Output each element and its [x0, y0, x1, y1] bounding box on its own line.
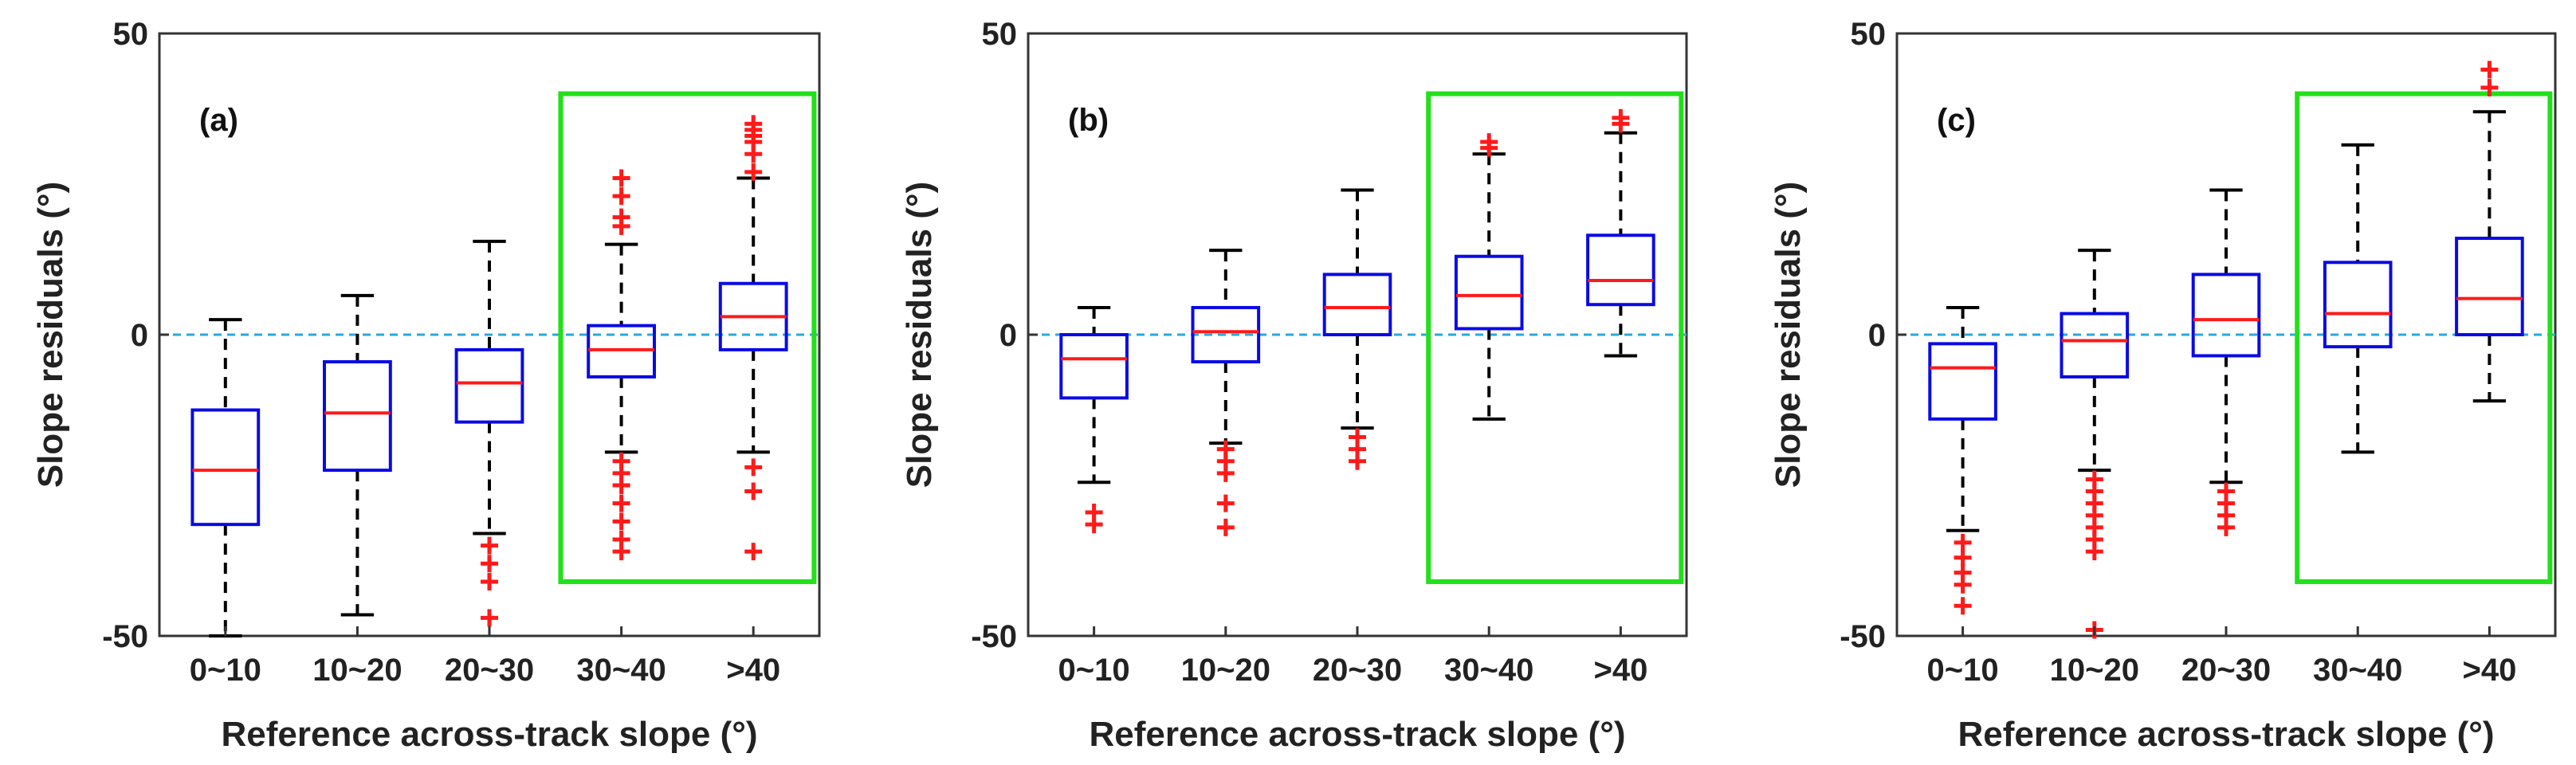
outlier-marker [1216, 464, 1235, 482]
y-axis-title: Slope residuals (°) [31, 182, 70, 488]
y-axis-title: Slope residuals (°) [900, 182, 939, 488]
x-tick-label: 30~40 [2313, 653, 2402, 688]
x-tick-label: 0~10 [1927, 653, 1999, 688]
box-3 [2191, 188, 2261, 536]
box-5 [1586, 108, 1655, 358]
chart-panel-1: -50 0 50 0~10 10~20 20~30 30~40 >40 Reference ac… [31, 17, 821, 754]
outlier-marker [1954, 597, 1972, 615]
x-tick-label: 30~40 [576, 653, 666, 688]
outlier-marker [1349, 452, 1366, 470]
outlier-marker [612, 208, 630, 226]
x-tick-label: 0~10 [1058, 653, 1130, 688]
box-body [1454, 254, 1524, 331]
box-4 [587, 169, 657, 561]
box-body [190, 408, 261, 527]
outlier-marker [744, 163, 763, 181]
y-tick-label: 0 [1868, 318, 1886, 353]
x-tick-label: >40 [2462, 653, 2516, 688]
outlier-marker [2217, 518, 2235, 536]
x-tick-label: 10~20 [1181, 653, 1270, 688]
outlier-marker [1480, 133, 1498, 151]
x-tick-label: >40 [1593, 653, 1647, 688]
outlier-marker [612, 494, 630, 512]
outlier-marker [744, 115, 763, 133]
outlier-marker [481, 555, 498, 573]
outlier-marker [481, 609, 498, 627]
box-3 [454, 239, 524, 627]
x-axis-title: Reference across-track slope (°) [222, 715, 758, 754]
box-body [1586, 233, 1655, 307]
outlier-marker [744, 543, 763, 561]
box-2 [323, 293, 392, 617]
y-tick-label: 0 [131, 318, 148, 353]
x-tick-label: 20~30 [1313, 653, 1402, 688]
panel-label: (b) [1068, 103, 1109, 138]
x-tick-label: 30~40 [1444, 653, 1533, 688]
x-tick-label: 10~20 [2050, 653, 2139, 688]
y-tick-label: 50 [1851, 17, 1887, 52]
box-body [1191, 305, 1261, 364]
box-body [454, 347, 524, 424]
outlier-marker [1954, 548, 1972, 567]
y-tick-label: 50 [982, 17, 1018, 52]
chart-panel-2: -50 0 50 0~10 10~20 20~30 30~40 >40 Reference ac… [900, 17, 1688, 754]
box-body [323, 360, 392, 473]
panel-label: (a) [199, 103, 238, 138]
box-body [1928, 342, 1997, 421]
box-5 [2455, 61, 2524, 403]
outlier-marker [481, 572, 498, 590]
box-body [2191, 273, 2261, 358]
outlier-marker [1954, 575, 1972, 594]
x-axis-title: Reference across-track slope (°) [1090, 715, 1626, 754]
outlier-marker [1612, 108, 1630, 127]
x-tick-label: 20~30 [2181, 653, 2271, 688]
box-body [2060, 312, 2130, 379]
box-4 [1454, 133, 1524, 421]
outlier-marker [1954, 533, 1972, 551]
y-tick-label: -50 [1840, 619, 1886, 654]
outlier-marker [2480, 79, 2499, 97]
y-tick-label: 50 [113, 17, 149, 52]
outlier-marker [612, 187, 630, 206]
box-1 [1059, 305, 1129, 534]
highlight-box [558, 91, 817, 584]
chart-panel-3: -50 0 50 0~10 10~20 20~30 30~40 >40 Reference ac… [1769, 17, 2557, 754]
outlier-marker [612, 169, 630, 187]
x-axis-title: Reference across-track slope (°) [1958, 715, 2495, 754]
panel-label: (c) [1937, 103, 1976, 138]
outlier-marker [481, 536, 498, 555]
box-3 [1322, 188, 1392, 470]
box-body [1059, 333, 1129, 400]
x-tick-label: >40 [726, 653, 780, 688]
outlier-marker [612, 543, 630, 561]
outlier-marker [744, 482, 763, 500]
highlight-box [1426, 91, 1684, 584]
x-tick-label: 20~30 [445, 653, 534, 688]
outlier-marker [1216, 518, 1235, 536]
x-tick-label: 0~10 [190, 653, 261, 688]
outlier-marker [612, 477, 630, 494]
outlier-marker [2480, 61, 2499, 79]
box-body [1322, 273, 1392, 336]
outlier-marker [1085, 516, 1103, 534]
box-2 [2060, 249, 2130, 639]
box-5 [718, 115, 788, 561]
box-1 [1928, 305, 1997, 615]
outlier-marker [744, 458, 763, 477]
box-body [2323, 261, 2393, 349]
outlier-marker [2085, 543, 2103, 561]
y-tick-label: -50 [971, 619, 1017, 654]
outlier-marker [612, 512, 630, 531]
y-tick-label: 0 [999, 318, 1017, 353]
highlight-box [2295, 91, 2553, 584]
x-tick-label: 10~20 [312, 653, 402, 688]
outlier-marker [1216, 494, 1235, 512]
box-body [2455, 237, 2524, 337]
box-4 [2323, 143, 2393, 454]
y-axis-title: Slope residuals (°) [1769, 182, 1808, 488]
box-2 [1191, 249, 1261, 536]
y-tick-label: -50 [102, 619, 148, 654]
